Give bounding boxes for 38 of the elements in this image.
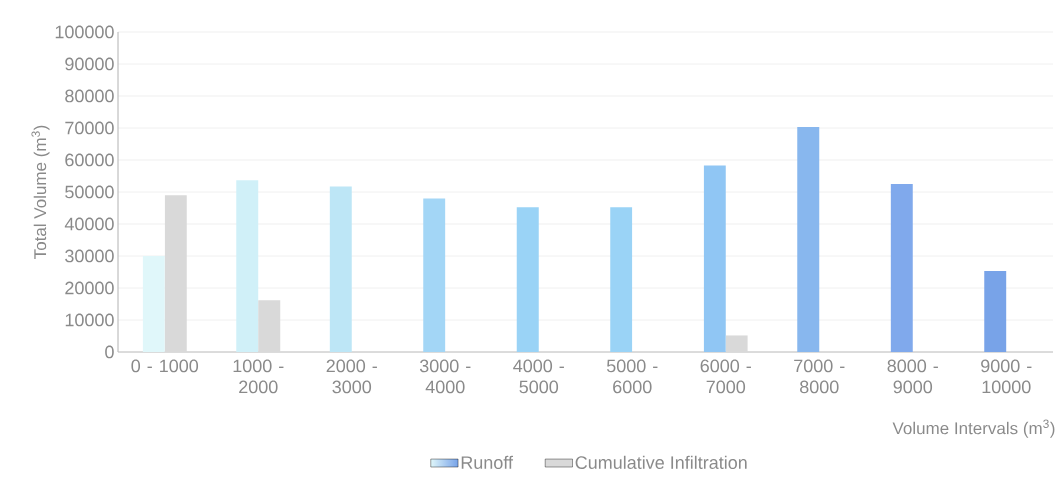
bar	[797, 127, 820, 352]
legend-label: Cumulative Infiltration	[575, 455, 747, 469]
bar	[725, 335, 748, 352]
x-tick-label: 3000 - 4000	[419, 359, 471, 394]
legend-label: Runoff	[461, 455, 514, 469]
bar	[890, 184, 913, 352]
bar	[423, 198, 446, 352]
y-tick-label: 60000	[65, 153, 114, 167]
y-tick-label: 100000	[55, 25, 114, 39]
x-tick-label: 9000 - 10000	[981, 359, 1032, 394]
bar	[610, 207, 633, 352]
x-tick-label: 7000 - 8000	[794, 359, 845, 394]
y-tick-label: 50000	[65, 185, 114, 199]
bar	[164, 195, 187, 352]
bar	[142, 256, 165, 352]
x-tick-label: 2000 - 3000	[326, 359, 377, 394]
x-tick-label: 6000 - 7000	[700, 359, 751, 394]
bar	[236, 180, 259, 352]
x-tick-label: 1000 - 2000	[233, 359, 284, 394]
x-tick-label: 0 - 1000	[131, 359, 199, 373]
bar	[329, 186, 352, 352]
x-axis-title: Volume Intervals (m$^{3}$)	[892, 419, 1055, 438]
bar	[703, 165, 726, 352]
y-tick-label: 40000	[64, 217, 114, 231]
y-tick-label: 80000	[65, 89, 114, 103]
y-tick-label: 20000	[65, 281, 114, 295]
bar	[984, 271, 1007, 352]
x-tick-label: 4000 - 5000	[513, 359, 564, 394]
y-axis-title: Total Volume (m$^{3}$)	[31, 125, 50, 259]
bar	[258, 300, 281, 352]
bar	[516, 207, 539, 352]
y-tick-label: 90000	[65, 57, 114, 71]
y-tick-label: 70000	[65, 121, 114, 135]
x-tick-label: 5000 - 6000	[606, 359, 658, 394]
y-tick-label: 30000	[65, 249, 114, 263]
x-tick-label: 8000 - 9000	[887, 359, 938, 394]
y-tick-label: 10000	[65, 313, 114, 327]
y-tick-label: 0	[105, 345, 114, 359]
